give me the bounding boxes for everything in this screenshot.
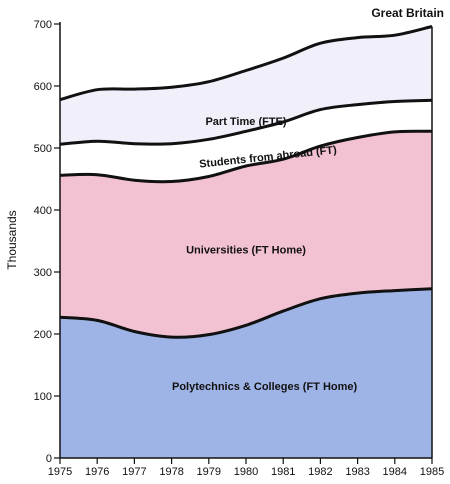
y-tick-label: 500 xyxy=(34,143,52,155)
x-tick-label: 1975 xyxy=(48,466,72,478)
boundary-lines-group xyxy=(59,25,433,339)
boundary-line-3 xyxy=(59,98,433,146)
x-tick-label: 1980 xyxy=(234,466,258,478)
area-series-group xyxy=(60,26,432,458)
y-tick-label: 300 xyxy=(34,267,52,279)
band-label-3: Universities (FT Home) xyxy=(186,244,306,256)
area-series-3 xyxy=(60,100,432,182)
x-tick-label: 1976 xyxy=(85,466,109,478)
axes-group: 0 100 200 300 400 500 600 700 1975 1976 1977 1978 19… xyxy=(34,19,445,478)
y-tick-label: 200 xyxy=(34,329,52,341)
band-label-4: Polytechnics & Colleges (FT Home) xyxy=(172,381,358,393)
x-tick-label: 1985 xyxy=(420,466,444,478)
band-label-1: Part Time (FTE) xyxy=(205,116,286,128)
y-tick-label: 600 xyxy=(34,81,52,93)
y-tick-label: 100 xyxy=(34,391,52,403)
area-series-1 xyxy=(60,288,432,458)
area-series-4 xyxy=(60,26,432,145)
y-axis-title: Thousands xyxy=(5,210,19,269)
boundary-line-2 xyxy=(59,129,433,184)
x-tick-label: 1982 xyxy=(308,466,332,478)
boundary-line-4 xyxy=(59,25,433,102)
y-tick-label: 0 xyxy=(46,453,52,465)
y-tick-label: 400 xyxy=(34,205,52,217)
chart-title: Great Britain xyxy=(371,6,444,20)
x-tick-label: 1977 xyxy=(122,466,146,478)
x-tick-label: 1981 xyxy=(271,466,295,478)
boundary-line-1 xyxy=(59,287,433,339)
x-tick-label: 1978 xyxy=(159,466,183,478)
x-tick-label: 1983 xyxy=(345,466,369,478)
y-tick-label: 700 xyxy=(34,19,52,31)
x-tick-label: 1984 xyxy=(383,466,407,478)
x-tick-label: 1979 xyxy=(197,466,221,478)
